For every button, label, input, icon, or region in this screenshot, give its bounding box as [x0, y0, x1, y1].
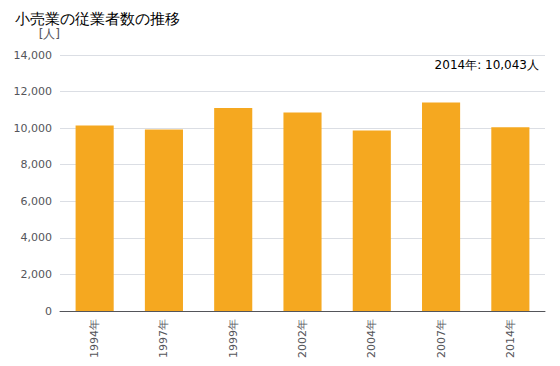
svg-text:1997年: 1997年	[157, 319, 170, 358]
svg-text:2,000: 2,000	[21, 268, 53, 281]
svg-text:10,000: 10,000	[14, 122, 53, 135]
svg-text:2014年: 2014年	[504, 319, 517, 358]
svg-text:0: 0	[45, 305, 52, 318]
svg-text:6,000: 6,000	[21, 195, 53, 208]
svg-text:8,000: 8,000	[21, 158, 53, 171]
svg-text:14,000: 14,000	[14, 49, 53, 62]
svg-text:1999年: 1999年	[227, 319, 240, 358]
svg-text:12,000: 12,000	[14, 85, 53, 98]
svg-text:2004年: 2004年	[365, 319, 378, 358]
svg-text:2007年: 2007年	[435, 319, 448, 358]
svg-text:[人]: [人]	[39, 27, 60, 41]
svg-text:1994年: 1994年	[88, 319, 101, 358]
svg-text:4,000: 4,000	[21, 231, 53, 244]
svg-text:2002年: 2002年	[296, 319, 309, 358]
svg-text:小売業の従業者数の推移: 小売業の従業者数の推移	[15, 10, 180, 28]
svg-text:2014年: 10,043人: 2014年: 10,043人	[435, 58, 539, 72]
